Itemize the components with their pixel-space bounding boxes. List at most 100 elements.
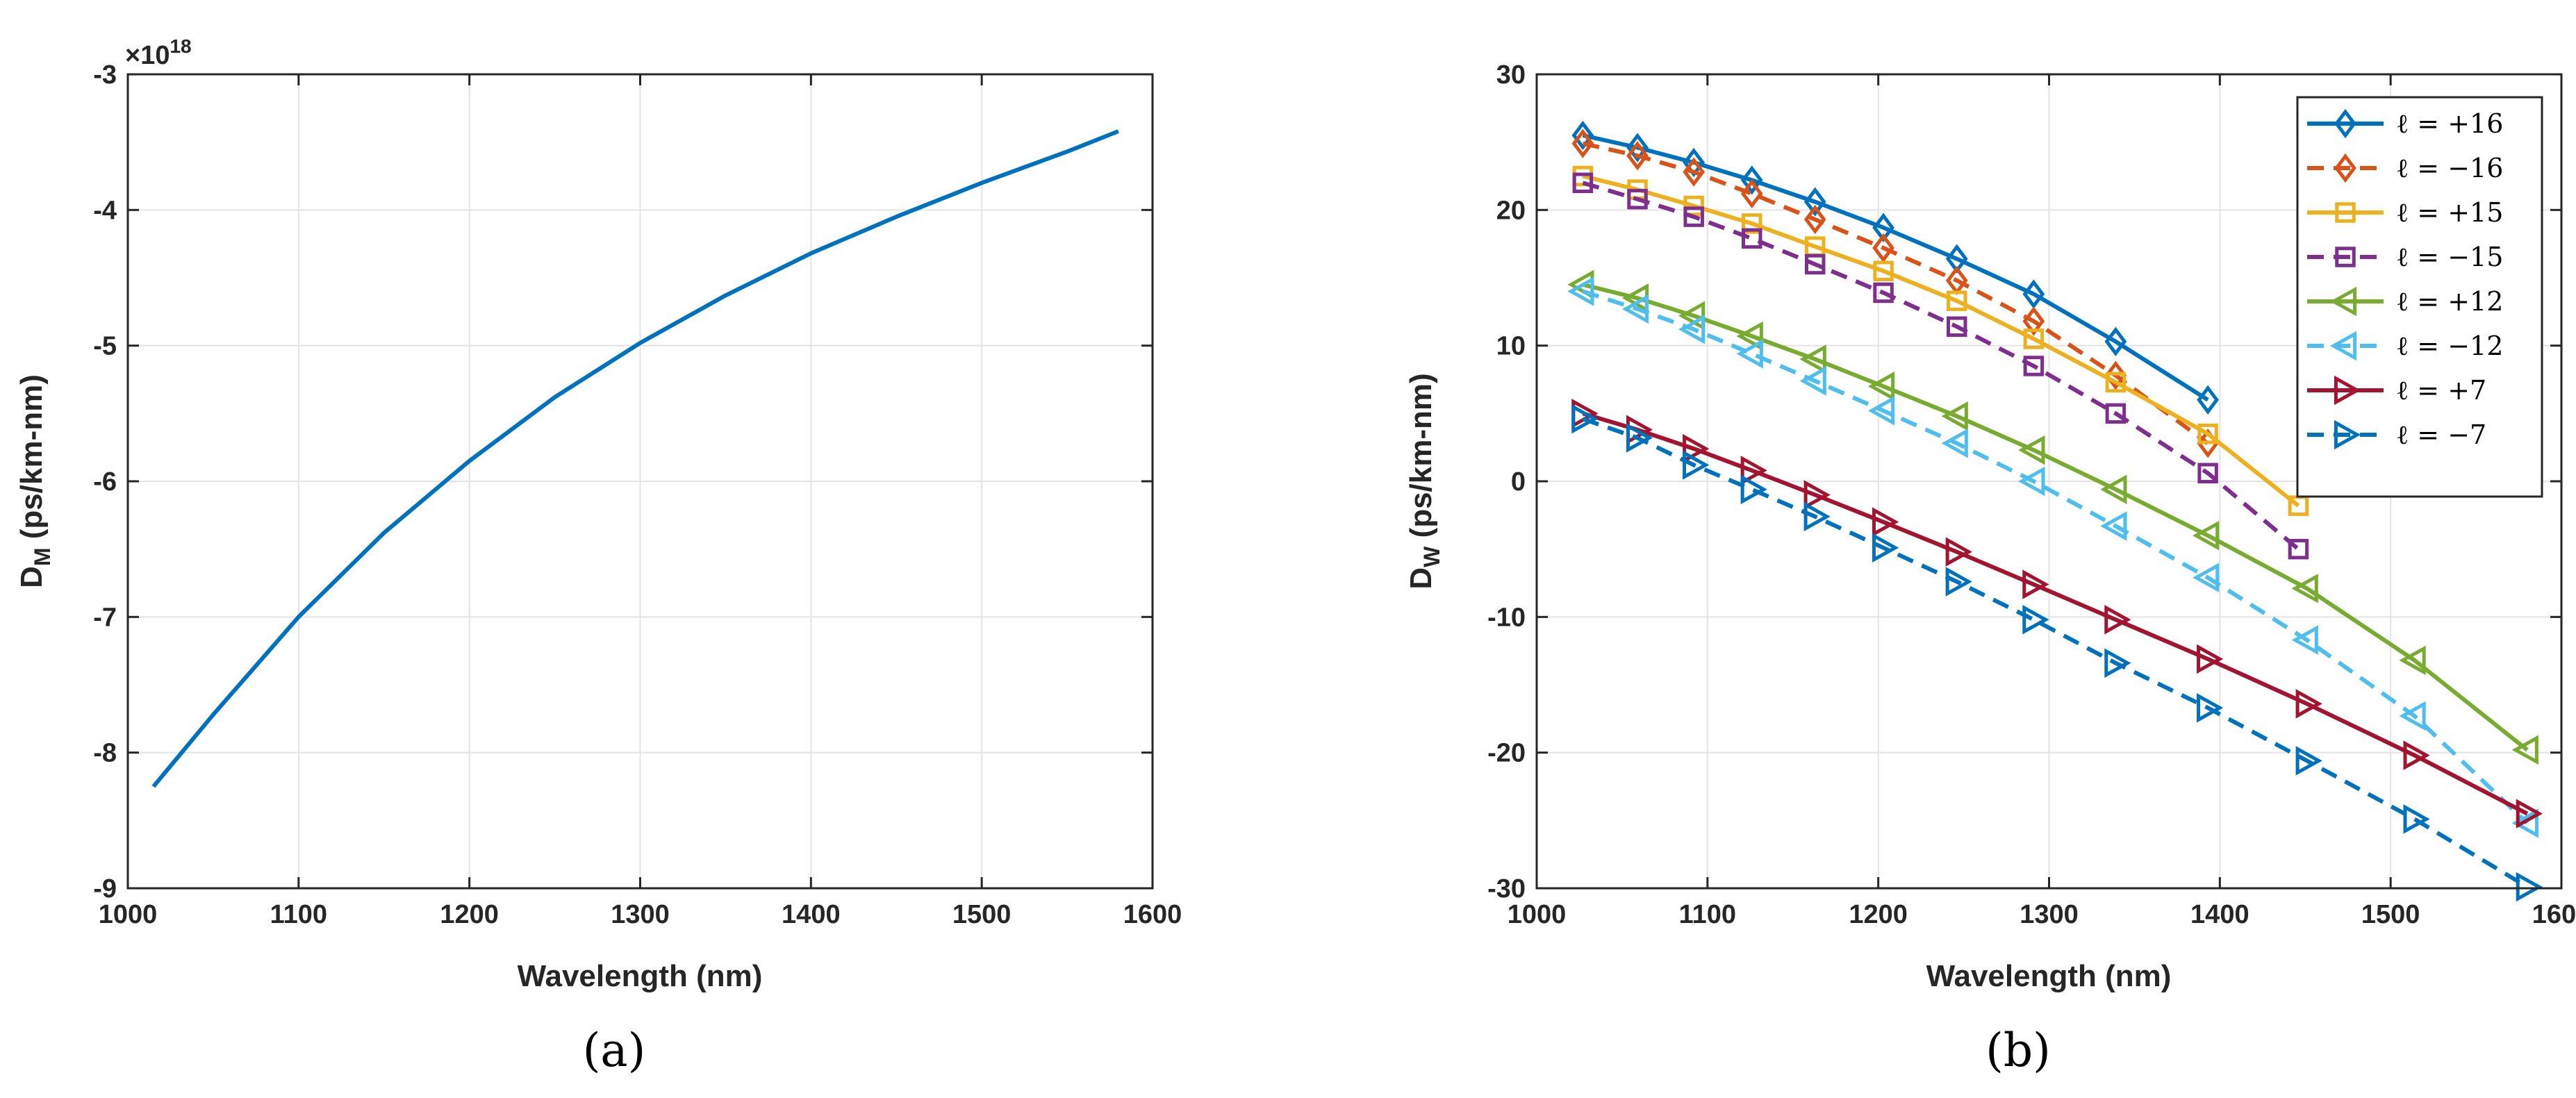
data-point-b-3 xyxy=(2197,463,2218,484)
caption-a: (a) xyxy=(583,1024,646,1077)
data-point-b-5 xyxy=(2018,466,2045,497)
data-point-b-5 xyxy=(1621,294,1649,324)
data-point-b-5 xyxy=(2291,625,2318,655)
series-line-b-4 xyxy=(1582,282,2529,752)
data-point-b-4 xyxy=(2100,474,2127,504)
data-point-b-5 xyxy=(1799,366,1826,396)
y-tick-labels-b: -30 -20 -10 0 10 20 30 xyxy=(1487,60,1526,904)
legend-marker xyxy=(2334,153,2356,183)
ticks-b xyxy=(1535,73,2563,890)
legend-b: ℓ = +16 ℓ = −16 ℓ = +15 ℓ = −15 ℓ = +12 ℓ = −… xyxy=(2296,96,2543,498)
data-point-b-6 xyxy=(2516,799,2543,829)
y-tick-label: -6 xyxy=(93,467,117,497)
y-tick-label: 20 xyxy=(1496,196,1526,225)
x-tick-label: 1500 xyxy=(2361,900,2420,929)
x-tick-label: 1000 xyxy=(99,900,158,929)
data-point-b-6 xyxy=(1872,507,1899,537)
legend-entry-label: ℓ = +7 xyxy=(2396,375,2486,406)
legend-marker xyxy=(2335,202,2356,223)
legend-marker xyxy=(2329,286,2357,317)
x-tick-label: 1000 xyxy=(1508,900,1567,929)
data-point-b-0 xyxy=(1872,213,1894,242)
data-point-b-4 xyxy=(1799,344,1826,374)
legend-marker xyxy=(2335,247,2356,267)
data-point-b-5 xyxy=(1567,276,1594,306)
data-point-b-1 xyxy=(1571,128,1594,158)
series-line-a-0 xyxy=(151,129,1119,788)
y-tick-label: 0 xyxy=(1511,467,1526,497)
y-tick-label: -8 xyxy=(93,739,117,768)
data-point-b-6 xyxy=(1945,537,1972,567)
x-tick-label: 1200 xyxy=(1849,900,1908,929)
data-point-b-2 xyxy=(1947,290,1967,311)
x-tick-label: 1200 xyxy=(440,900,499,929)
y-tick-label: -5 xyxy=(93,332,117,361)
data-point-b-0 xyxy=(2022,279,2045,309)
data-point-b-7 xyxy=(2403,804,2430,834)
x-tick-label: 1100 xyxy=(1679,900,1736,929)
data-point-b-7 xyxy=(2197,692,2224,723)
data-point-b-3 xyxy=(1742,228,1762,249)
data-point-b-2 xyxy=(1683,195,1704,217)
data-point-b-7 xyxy=(2295,746,2322,776)
x-tick-label: 1400 xyxy=(2190,900,2249,929)
legend-entry-label: ℓ = +15 xyxy=(2396,197,2503,228)
data-point-b-2 xyxy=(1742,213,1762,234)
data-point-b-1 xyxy=(2104,360,2127,390)
legend-entry-label: ℓ = +12 xyxy=(2396,286,2503,317)
data-point-b-6 xyxy=(1803,480,1831,510)
legend-entry-label: ℓ = +16 xyxy=(2396,108,2503,139)
data-point-b-6 xyxy=(2197,644,2224,674)
legend-marker xyxy=(2329,331,2357,361)
data-point-b-7 xyxy=(1683,450,1710,480)
x-tick-labels-a: 1000 1100 1200 1300 1400 1500 1600 xyxy=(99,900,1182,929)
series-line-b-7 xyxy=(1582,417,2529,889)
data-point-b-0 xyxy=(1803,187,1826,217)
data-point-b-6 xyxy=(2295,689,2322,719)
data-point-b-1 xyxy=(1626,141,1649,171)
x-tick-label: 1300 xyxy=(2020,900,2079,929)
data-point-b-4 xyxy=(1941,401,1968,431)
chart-panel-a: 1000 1100 1200 1300 1400 1500 1600 -9-8-7-6-5-… xyxy=(15,35,1182,1077)
data-point-b-3 xyxy=(1873,282,1894,303)
data-point-b-3 xyxy=(2105,403,2127,424)
legend-marker xyxy=(2334,419,2361,450)
data-point-b-5 xyxy=(2511,808,2538,838)
data-point-b-5 xyxy=(1678,314,1706,344)
data-point-b-3 xyxy=(2023,356,2045,376)
series-line-b-5 xyxy=(1582,289,2529,825)
x-tick-label: 1400 xyxy=(782,900,841,929)
data-point-b-3 xyxy=(2288,538,2309,560)
series-line-b-3 xyxy=(1582,181,2300,551)
y-axis-label-b: DW (ps/km-nm) xyxy=(1404,373,1444,589)
data-point-b-0 xyxy=(2104,326,2127,356)
data-point-b-6 xyxy=(1740,456,1767,485)
data-point-b-3 xyxy=(1683,206,1704,227)
series-line-b-1 xyxy=(1582,141,2209,445)
y-axis-label-a: DM (ps/km-nm) xyxy=(15,374,55,588)
data-point-b-3 xyxy=(1804,253,1826,275)
svg-text:DM (ps/km-nm): DM (ps/km-nm) xyxy=(15,374,55,588)
x-tick-label: 1600 xyxy=(1123,900,1182,929)
data-point-b-0 xyxy=(1740,165,1763,195)
data-point-b-4 xyxy=(2192,520,2220,551)
data-point-b-7 xyxy=(1626,423,1653,453)
data-point-b-7 xyxy=(2104,648,2131,678)
y-tick-label: -30 xyxy=(1487,874,1526,904)
data-point-b-7 xyxy=(1803,501,1831,532)
legend-entry-label: ℓ = −12 xyxy=(2396,331,2503,361)
legend-entry-label: ℓ = −15 xyxy=(2396,242,2503,272)
data-point-b-4 xyxy=(2291,574,2318,604)
data-point-b-7 xyxy=(1740,474,1767,504)
data-point-b-5 xyxy=(1941,429,1968,458)
data-point-b-4 xyxy=(2399,645,2426,676)
data-point-b-4 xyxy=(2018,435,2045,465)
data-point-b-7 xyxy=(1571,404,1599,434)
data-point-b-5 xyxy=(2192,563,2220,592)
x-axis-label-a: Wavelength (nm) xyxy=(518,959,763,993)
y-tick-label: -20 xyxy=(1487,739,1526,768)
data-point-b-5 xyxy=(1867,396,1895,426)
data-point-b-1 xyxy=(1803,204,1826,235)
series-line-b-2 xyxy=(1582,174,2300,508)
